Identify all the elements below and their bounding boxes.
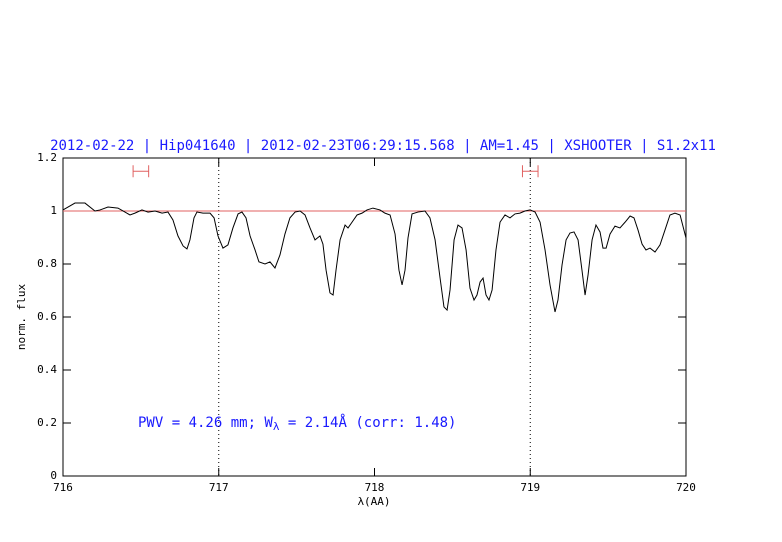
chart-title: 2012-02-22 | Hip041640 | 2012-02-23T06:2… <box>50 138 716 154</box>
x-tick-label: 718 <box>365 481 385 494</box>
x-axis-label: λ(AA) <box>357 495 390 508</box>
y-tick-label: 1.2 <box>37 151 57 164</box>
y-tick-label: 0.6 <box>37 310 57 323</box>
x-tick-label: 716 <box>53 481 73 494</box>
y-tick-label: 0.2 <box>37 416 57 429</box>
annotation-subscript: λ <box>273 420 280 433</box>
y-tick-label: 0.8 <box>37 257 57 270</box>
annotation-text: = 2.14Å (corr: 1.48) <box>279 414 456 431</box>
spectrum-line <box>62 202 687 313</box>
y-tick-label: 0 <box>50 469 57 482</box>
annotation-text: PWV = 4.26 mm; W <box>138 415 273 431</box>
x-tick-label: 719 <box>520 481 540 494</box>
x-tick-label: 717 <box>209 481 229 494</box>
y-tick-label: 1 <box>50 204 57 217</box>
x-tick-label: 720 <box>676 481 696 494</box>
y-tick-label: 0.4 <box>37 363 57 376</box>
y-axis-label: norm. flux <box>15 284 28 351</box>
annotation: PWV = 4.26 mm; Wλ = 2.14Å (corr: 1.48) <box>138 414 457 433</box>
